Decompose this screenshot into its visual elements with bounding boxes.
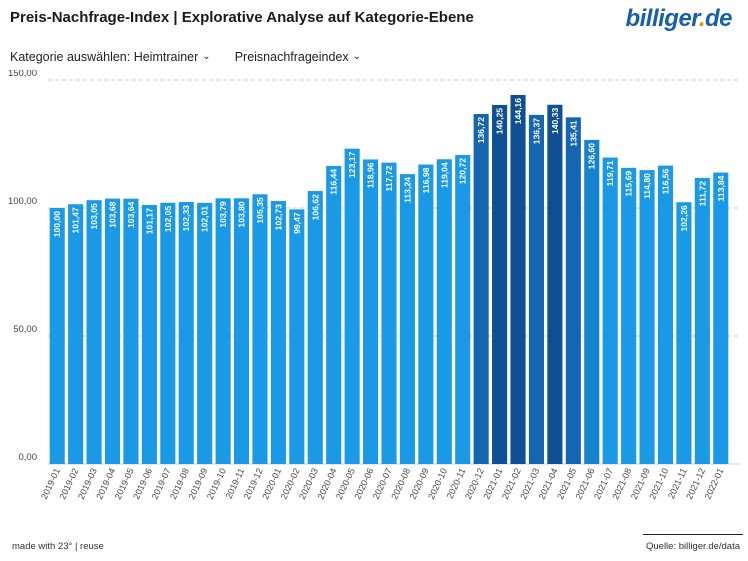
bar — [289, 209, 305, 464]
bar-value-label: 135,41 — [568, 120, 578, 147]
bar — [123, 198, 139, 465]
bar-value-label: 103,64 — [126, 201, 136, 228]
bar — [252, 194, 268, 464]
bar-value-label: 113,24 — [402, 177, 412, 203]
bar — [233, 198, 250, 464]
y-tick-label: 0,00 — [19, 452, 38, 463]
chart-title: Preis-Nachfrage-Index | Explorative Anal… — [10, 9, 474, 26]
bar — [694, 177, 710, 464]
bar — [86, 200, 102, 464]
bar — [492, 104, 508, 465]
bar — [547, 104, 563, 465]
footer-divider — [643, 534, 743, 535]
bar — [565, 117, 581, 464]
source-credit[interactable]: Quelle: billiger.de/data — [645, 541, 740, 552]
bar-value-label: 99,47 — [292, 212, 302, 234]
bar-value-label: 136,37 — [531, 118, 541, 145]
bar — [455, 154, 471, 465]
bar — [399, 174, 415, 464]
bar-value-label: 117,72 — [384, 165, 394, 191]
chevron-down-icon: ⌄ — [202, 50, 211, 62]
bar-value-label: 102,73 — [273, 204, 283, 231]
bar-value-label: 140,25 — [495, 108, 505, 135]
bar-value-label: 114,80 — [642, 173, 652, 199]
bar — [528, 114, 545, 465]
metric-dropdown[interactable]: Preisnachfrageindex ⌄ — [235, 50, 361, 64]
bar-value-label: 106,62 — [310, 194, 320, 221]
chart-controls: Kategorie auswählen: Heimtrainer ⌄ Preis… — [10, 50, 361, 64]
bar — [307, 191, 323, 464]
made-with-credit[interactable]: made with 23° | reuse — [12, 541, 104, 552]
bar — [104, 198, 121, 464]
bar — [68, 204, 84, 464]
billiger-logo[interactable]: billiger.de — [625, 5, 732, 33]
bar — [381, 162, 397, 464]
bar — [215, 198, 231, 464]
category-dropdown[interactable]: Kategorie auswählen: Heimtrainer ⌄ — [10, 50, 211, 64]
bar — [621, 167, 637, 464]
y-tick-label: 50,00 — [13, 324, 37, 335]
bar — [141, 205, 157, 464]
chevron-down-icon: ⌄ — [352, 50, 362, 62]
bar — [270, 201, 286, 464]
bar-value-label: 102,26 — [679, 205, 689, 232]
bar-value-label: 101,47 — [71, 207, 81, 234]
bar-value-label: 102,01 — [200, 206, 210, 233]
bar-value-label: 126,60 — [587, 143, 597, 170]
bar-value-label: 102,05 — [163, 206, 173, 233]
bar-value-label: 116,44 — [329, 169, 339, 195]
bar-value-label: 116,56 — [660, 168, 670, 194]
bar-value-label: 119,04 — [439, 162, 449, 188]
bar-value-label: 136,72 — [476, 117, 486, 144]
bar-value-label: 111,72 — [697, 181, 707, 207]
bar-value-label: 105,35 — [255, 197, 265, 224]
metric-dropdown-label: Preisnachfrageindex — [234, 50, 349, 64]
bar-value-label: 100,00 — [52, 211, 62, 238]
bar-value-label: 103,79 — [218, 201, 228, 228]
bar — [160, 202, 176, 464]
bar — [473, 113, 489, 464]
bar-chart: 0,0050,00100,00150,00100,002019-01101,47… — [8, 70, 740, 501]
bar — [49, 208, 65, 464]
bar — [436, 159, 452, 464]
bar-value-label: 118,96 — [366, 162, 376, 188]
bar — [713, 172, 729, 464]
bar — [178, 202, 194, 464]
bar-value-label: 120,72 — [458, 158, 468, 185]
bar — [418, 164, 434, 464]
bar-value-label: 103,05 — [89, 203, 99, 230]
logo-tld: de — [704, 5, 733, 32]
bar — [510, 94, 526, 464]
bar — [326, 165, 342, 464]
bar-value-label: 116,98 — [421, 167, 431, 193]
bar-value-label: 144,16 — [513, 98, 523, 125]
bar — [676, 202, 692, 464]
bar-value-label: 101,17 — [144, 208, 154, 235]
bar-value-label: 103,80 — [237, 201, 247, 228]
bar-value-label: 123,17 — [347, 151, 357, 178]
bar — [344, 148, 360, 464]
bar-value-label: 115,69 — [624, 171, 634, 197]
bar-value-label: 113,84 — [716, 175, 726, 201]
category-dropdown-label: Kategorie auswählen: Heimtrainer — [10, 50, 199, 64]
bar — [639, 170, 655, 464]
bar — [602, 157, 618, 464]
bar — [197, 202, 213, 464]
y-tick-label: 150,00 — [8, 70, 37, 79]
bar-value-label: 140,33 — [550, 108, 560, 135]
y-tick-label: 100,00 — [8, 196, 37, 207]
logo-dot: . — [698, 5, 706, 32]
logo-text: billiger — [625, 5, 699, 32]
bar — [584, 139, 600, 464]
bar-value-label: 102,33 — [181, 205, 191, 232]
bar — [363, 159, 379, 464]
bar-value-label: 119,71 — [605, 160, 615, 186]
bar — [657, 165, 674, 465]
bar-value-label: 103,68 — [108, 201, 118, 228]
